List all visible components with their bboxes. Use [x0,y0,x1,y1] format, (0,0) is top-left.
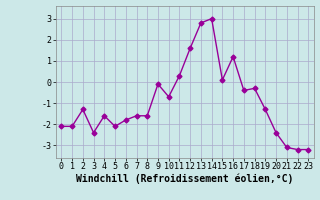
X-axis label: Windchill (Refroidissement éolien,°C): Windchill (Refroidissement éolien,°C) [76,174,293,184]
